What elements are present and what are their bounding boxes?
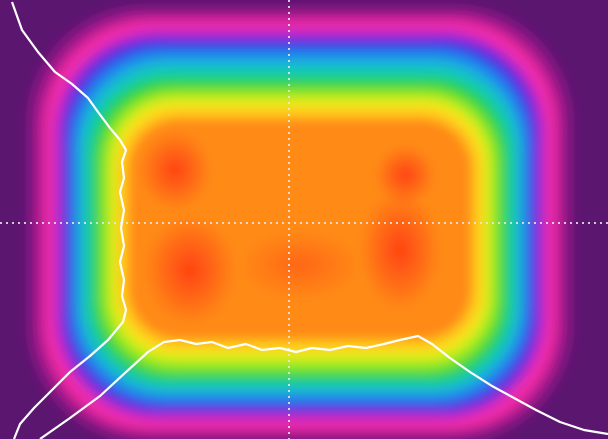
hot-spot-right	[360, 190, 440, 310]
hot-spot-upper-right	[375, 145, 435, 205]
hot-spot-center	[240, 230, 360, 300]
horizontal-profile-curve	[39, 334, 608, 439]
hot-spot-left	[144, 215, 236, 325]
hot-spot-upper-left	[139, 130, 211, 210]
hot-core	[132, 122, 468, 336]
vertical-profile-curve	[10, 1, 128, 439]
